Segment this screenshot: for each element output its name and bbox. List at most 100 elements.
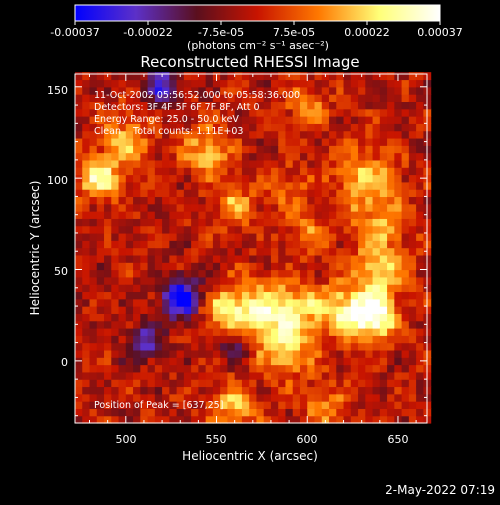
heatmap-cell — [408, 401, 417, 409]
heatmap-cell — [104, 254, 112, 263]
heatmap-cell — [394, 313, 403, 322]
heatmap-cell — [387, 393, 395, 402]
heatmap-cell — [104, 116, 112, 124]
heatmap-cell — [118, 189, 127, 198]
heatmap-cell — [329, 401, 337, 409]
heatmap-cell — [140, 371, 149, 380]
heatmap-cell — [154, 379, 163, 388]
heatmap-cell — [285, 94, 294, 103]
heatmap-cell — [256, 284, 265, 293]
heatmap-cell — [220, 225, 229, 234]
heatmap-cell — [263, 218, 272, 227]
heatmap-cell — [133, 240, 141, 249]
heatmap-cell — [241, 145, 250, 154]
heatmap-cell — [183, 254, 192, 263]
heatmap-cell — [82, 379, 91, 388]
heatmap-cell — [270, 196, 279, 205]
heatmap-cell — [256, 393, 265, 402]
heatmap-cell — [75, 349, 83, 358]
heatmap-cell — [241, 94, 250, 103]
heatmap-cell — [387, 298, 395, 307]
heatmap-cell — [96, 240, 105, 249]
heatmap-cell — [249, 123, 258, 132]
heatmap-cell — [270, 349, 279, 358]
heatmap-cell — [387, 306, 395, 314]
heatmap-cell — [270, 327, 279, 336]
heatmap-cell — [379, 167, 388, 176]
heatmap-cell — [278, 174, 287, 183]
heatmap-cell — [140, 145, 149, 154]
heatmap-cell — [147, 101, 156, 110]
heatmap-cell — [256, 116, 265, 124]
heatmap-cell — [314, 181, 323, 190]
heatmap-cell — [358, 203, 366, 212]
heatmap-cell — [205, 240, 214, 249]
heatmap-cell — [336, 342, 345, 351]
heatmap-cell — [140, 211, 149, 219]
colorbar: -0.00037 -0.00022 -7.5e-05 7.5e-05 0.000… — [50, 4, 463, 52]
heatmap-cell — [394, 79, 403, 88]
heatmap-cell — [394, 291, 403, 300]
heatmap-cell — [183, 108, 192, 117]
heatmap-cell — [365, 415, 374, 424]
heatmap-cell — [241, 130, 250, 139]
heatmap-cell — [343, 349, 352, 358]
heatmap-cell — [314, 269, 323, 278]
heatmap-cell — [198, 159, 207, 168]
heatmap-cell — [162, 371, 170, 380]
heatmap-cell — [241, 225, 250, 234]
heatmap-cell — [82, 101, 91, 110]
heatmap-cell — [394, 371, 403, 380]
heatmap-cell — [379, 189, 388, 198]
heatmap-cell — [176, 254, 185, 263]
heatmap-cell — [169, 232, 178, 241]
heatmap-cell — [401, 313, 410, 322]
heatmap-cell — [96, 137, 105, 146]
heatmap-cell — [379, 254, 388, 263]
heatmap-cell — [350, 123, 359, 132]
heatmap-cell — [379, 357, 388, 366]
heatmap-cell — [343, 145, 352, 154]
heatmap-cell — [314, 408, 323, 417]
heatmap-cell — [89, 306, 98, 314]
heatmap-cell — [147, 211, 156, 219]
heatmap-cell — [191, 298, 199, 307]
heatmap-cell — [343, 101, 352, 110]
heatmap-cell — [343, 313, 352, 322]
heatmap-cell — [154, 116, 163, 124]
heatmap-cell — [307, 137, 316, 146]
heatmap-cell — [321, 262, 330, 271]
heatmap-cell — [162, 181, 170, 190]
heatmap-cell — [96, 181, 105, 190]
heatmap-cell — [416, 145, 424, 154]
heatmap-cell — [358, 379, 366, 388]
heatmap-cell — [379, 298, 388, 307]
heatmap-cell — [234, 371, 243, 380]
heatmap-cell — [147, 203, 156, 212]
heatmap-cell — [75, 108, 83, 117]
heatmap-cell — [162, 254, 170, 263]
heatmap-cell — [212, 276, 221, 285]
heatmap-cell — [278, 218, 287, 227]
heatmap-cell — [234, 386, 243, 395]
heatmap-cell — [372, 371, 381, 380]
heatmap-cell — [401, 232, 410, 241]
heatmap-cell — [234, 379, 243, 388]
heatmap-cell — [118, 349, 127, 358]
heatmap-cell — [154, 320, 163, 329]
heatmap-cell — [372, 137, 381, 146]
heatmap-cell — [299, 327, 308, 336]
heatmap-cell — [387, 342, 395, 351]
heatmap-cell — [147, 269, 156, 278]
heatmap-cell — [111, 101, 120, 110]
heatmap-cell — [350, 94, 359, 103]
heatmap-cell — [256, 123, 265, 132]
heatmap-cell — [220, 116, 229, 124]
heatmap-cell — [299, 72, 308, 81]
heatmap-cell — [96, 408, 105, 417]
heatmap-cell — [256, 130, 265, 139]
heatmap-cell — [394, 159, 403, 168]
heatmap-cell — [278, 349, 287, 358]
heatmap-cell — [256, 225, 265, 234]
heatmap-cell — [336, 276, 345, 285]
